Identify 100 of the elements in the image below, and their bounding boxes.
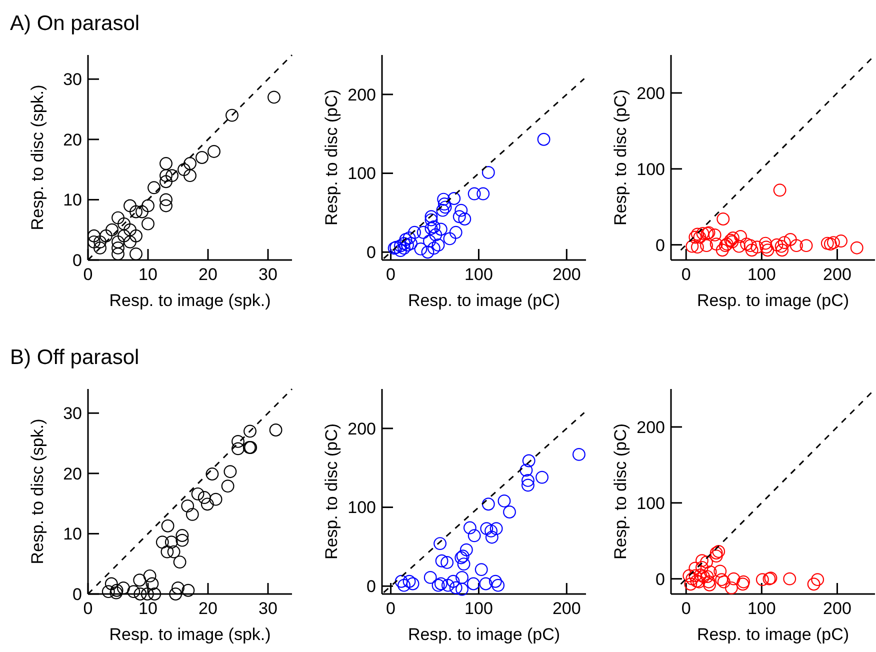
point: [482, 166, 495, 179]
point: [807, 578, 820, 591]
y-tick-label: 200: [348, 419, 376, 438]
x-tick-label: 100: [464, 599, 493, 618]
point: [148, 588, 162, 600]
y-axis-title: Resp. to disc (spk.): [28, 84, 47, 230]
point: [424, 222, 438, 235]
point: [537, 132, 550, 146]
point: [724, 581, 738, 594]
point: [745, 244, 758, 257]
point: [434, 222, 448, 236]
point: [130, 205, 142, 218]
point: [437, 192, 450, 206]
y-tick-label: 0: [656, 570, 665, 589]
x-axis-title: Resp. to image (spk.): [109, 291, 271, 310]
x-axis-title: Resp. to image (spk.): [109, 625, 271, 644]
point: [686, 240, 699, 253]
y-axis-title: Resp. to disc (pC): [611, 89, 630, 226]
point: [429, 228, 442, 242]
point: [414, 242, 428, 256]
point: [503, 506, 516, 518]
point: [850, 241, 864, 254]
point: [434, 577, 448, 590]
x-tick-label: 100: [747, 599, 776, 618]
point: [438, 200, 452, 214]
point: [774, 240, 788, 253]
point: [408, 226, 421, 239]
point: [133, 574, 146, 587]
point: [463, 521, 476, 534]
point: [424, 210, 438, 224]
point: [176, 534, 189, 547]
point: [488, 574, 502, 588]
point: [690, 240, 704, 254]
point: [160, 193, 172, 206]
point: [682, 569, 696, 582]
x-axis-title: Resp. to image (pC): [696, 625, 850, 644]
point: [436, 204, 450, 217]
point: [716, 244, 729, 257]
point: [826, 236, 840, 249]
y-tick-label: 200: [348, 85, 376, 104]
point: [394, 239, 407, 252]
point: [712, 545, 726, 558]
x-axis-title: Resp. to image (pC): [408, 291, 560, 310]
point: [102, 585, 115, 598]
x-axis-title: Resp. to image (pC): [408, 625, 560, 644]
point: [191, 487, 204, 500]
point: [480, 522, 494, 536]
point: [522, 478, 534, 492]
point: [457, 558, 470, 570]
y-tick-label: 0: [72, 584, 82, 604]
point: [178, 163, 190, 176]
y-tick-label: 0: [72, 250, 82, 270]
point: [112, 241, 124, 254]
point: [708, 228, 722, 242]
point: [784, 233, 797, 246]
point: [156, 536, 169, 549]
point: [732, 240, 746, 253]
point: [164, 536, 178, 549]
point: [468, 187, 481, 200]
point: [456, 582, 468, 596]
point: [758, 236, 772, 250]
point: [520, 464, 533, 477]
point: [441, 578, 454, 592]
point: [454, 204, 468, 217]
point: [773, 184, 786, 197]
point: [492, 578, 505, 592]
point: [100, 229, 112, 242]
point: [572, 448, 586, 461]
point: [112, 211, 124, 224]
point: [118, 229, 130, 242]
x-tick-label: 30: [258, 599, 278, 618]
x-tick-label: 10: [138, 265, 158, 284]
point: [434, 537, 446, 550]
y-tick-label: 10: [63, 524, 82, 544]
point: [727, 572, 740, 586]
chart-title: A) On parasol: [10, 12, 140, 35]
point: [186, 508, 199, 521]
point: [688, 569, 702, 582]
point: [184, 157, 196, 170]
point: [756, 573, 769, 586]
point: [761, 244, 774, 257]
point: [800, 239, 813, 252]
point: [88, 235, 100, 248]
point: [424, 213, 438, 226]
y-tick-label: 200: [636, 84, 665, 103]
y-tick-label: 100: [348, 498, 376, 518]
point: [160, 545, 174, 558]
point: [811, 573, 824, 586]
point: [176, 529, 189, 542]
point: [196, 151, 208, 164]
point: [479, 577, 492, 590]
y-tick-label: 30: [63, 404, 82, 424]
y-tick-label: 0: [366, 577, 376, 596]
point: [734, 230, 747, 243]
y-tick-label: 30: [63, 70, 82, 90]
point: [124, 223, 136, 236]
point: [716, 212, 730, 226]
point: [206, 468, 219, 480]
point: [160, 175, 172, 188]
point: [696, 560, 708, 574]
